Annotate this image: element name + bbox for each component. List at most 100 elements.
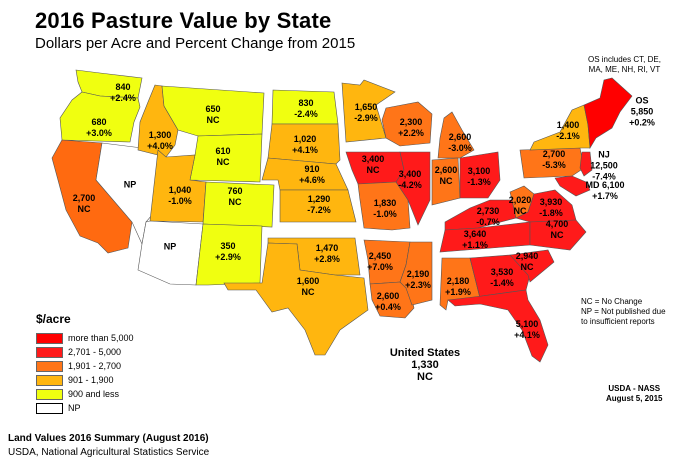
state-fl — [447, 289, 549, 363]
state-label-nm: 350 +2.9% — [215, 241, 241, 263]
state-label-line: NJ — [598, 149, 610, 160]
state-label-or: 680 +3.0% — [86, 117, 112, 139]
state-label-line: 1,040 — [168, 185, 192, 195]
state-label-line: NC — [206, 115, 220, 125]
state-label-il: 3,400 -4.2% — [398, 169, 422, 191]
legend-swatch — [36, 374, 63, 386]
state-label-line: 350 — [220, 241, 236, 251]
legend-swatch — [36, 402, 63, 414]
legend-swatch — [36, 360, 63, 372]
state-label-line: NC — [439, 176, 453, 186]
state-label-fl: 5,100 +4.1% — [514, 319, 540, 341]
state-label-ia: 3,400 NC — [362, 154, 385, 176]
state-label-line: 5,850 — [630, 106, 654, 117]
state-label-wa: 840 +2.4% — [110, 82, 136, 104]
state-label-ks: 1,290 -7.2% — [307, 194, 331, 216]
os-note-line: MA, ME, NH, RI, VT — [588, 65, 661, 74]
state-label-line: 1,470 — [315, 243, 339, 253]
state-label-mi: 2,600 -3.0% — [448, 132, 472, 154]
legend-item: 1,901 - 2,700 — [36, 359, 134, 373]
state-md — [554, 175, 591, 197]
legend-label: 900 and less — [68, 389, 120, 399]
state-label-line: NC — [550, 230, 564, 240]
state-label-line: 12,500 — [590, 160, 618, 171]
state-label-line: +1.7% — [592, 191, 618, 201]
state-label-line: 2,300 — [399, 117, 423, 127]
state-label-line: 5,100 — [515, 319, 539, 329]
state-nc — [529, 219, 587, 251]
state-label-line: -2.4% — [294, 109, 318, 119]
state-label-sc: 2,940 NC — [516, 251, 539, 273]
state-ms — [399, 241, 433, 306]
us-total: United States 1,330 NC — [390, 347, 460, 383]
state-label-line: +2.9% — [215, 252, 241, 262]
state-label-oh: 3,100 -1.3% — [467, 166, 491, 188]
state-label-line: 2,020 — [508, 195, 532, 205]
state-label-line: 1,300 — [148, 130, 172, 140]
legend-item: 2,701 - 5,000 — [36, 345, 134, 359]
state-label-line: 1,400 — [556, 120, 580, 130]
state-label-line: NC — [228, 197, 242, 207]
state-label-line: 3,530 — [490, 267, 514, 277]
state-label-line: 2,600 — [376, 291, 400, 301]
state-label-mn: 1,650 -2.9% — [354, 102, 378, 124]
state-co — [202, 181, 275, 228]
os-note: OS includes CT, DE, MA, ME, NH, RI, VT — [588, 55, 661, 75]
state-or — [59, 91, 141, 143]
legend-label: NP — [68, 403, 81, 413]
state-label-va: 3,930 -1.8% — [539, 197, 563, 219]
source-credit: USDA - NASS August 5, 2015 — [606, 384, 662, 404]
state-label-line: 760 — [227, 186, 243, 196]
state-label-nj: NJ 12,500 -7.4% — [590, 150, 618, 183]
state-label-line: NP — [163, 241, 177, 252]
legend-item: 900 and less — [36, 387, 134, 401]
state-label-line: 2,730 — [476, 206, 500, 216]
map-subtitle: Dollars per Acre and Percent Change from… — [35, 35, 356, 52]
state-label-ky: 2,730 -0.7% — [476, 206, 500, 228]
state-label-line: 3,930 — [539, 197, 563, 207]
state-label-line: 3,640 — [463, 229, 487, 239]
state-os — [583, 77, 633, 149]
state-label-line: 2,190 — [406, 269, 430, 279]
state-label-nd: 830 -2.4% — [294, 98, 318, 120]
state-label-line: 2,450 — [368, 251, 392, 261]
state-label-az: NP — [164, 242, 177, 253]
state-label-line: +2.8% — [314, 254, 340, 264]
state-wi — [381, 101, 433, 147]
credit-line: USDA - NASS — [608, 384, 661, 393]
state-label-line: NC — [520, 262, 534, 272]
legend-swatch — [36, 388, 63, 400]
os-note-line: OS includes CT, DE, — [588, 55, 661, 64]
state-mi — [437, 111, 475, 159]
state-label-ca: 2,700 NC — [73, 193, 96, 215]
state-label-line: 1,290 — [307, 194, 331, 204]
state-label-line: NC — [513, 206, 527, 216]
state-label-line: 1,830 — [373, 198, 397, 208]
legend-label: 901 - 1,900 — [68, 375, 114, 385]
note-line: to insufficient reports — [581, 317, 655, 326]
state-label-line: 2,600 — [448, 132, 472, 142]
legend-swatch — [36, 332, 63, 344]
state-label-line: NP — [123, 179, 137, 190]
state-label-line: 3,400 — [398, 169, 422, 179]
state-label-line: MD 6,100 — [585, 180, 625, 190]
state-label-mo: 1,830 -1.0% — [373, 198, 397, 220]
state-label-wv: 2,020 NC — [509, 195, 532, 217]
state-label-ok: 1,470 +2.8% — [314, 243, 340, 265]
credit-line: August 5, 2015 — [606, 394, 663, 403]
state-label-mt: 650 NC — [205, 104, 220, 126]
state-label-line: -7.2% — [307, 205, 331, 215]
state-label-os: OS 5,850 +0.2% — [629, 96, 655, 129]
footer-agency: USDA, National Agricultural Statistics S… — [8, 447, 210, 458]
state-label-line: +4.0% — [147, 141, 173, 151]
state-label-line: -1.4% — [490, 278, 514, 288]
state-label-line: -4.2% — [398, 180, 422, 190]
state-label-line: 610 — [215, 146, 231, 156]
state-label-line: +2.3% — [405, 280, 431, 290]
us-total-change: NC — [417, 371, 433, 383]
state-label-ny: 1,400 -2.1% — [556, 120, 580, 142]
state-label-line: -1.0% — [373, 209, 397, 219]
state-label-line: NC — [366, 165, 380, 175]
state-label-line: 830 — [298, 98, 314, 108]
state-label-line: -2.9% — [354, 113, 378, 123]
